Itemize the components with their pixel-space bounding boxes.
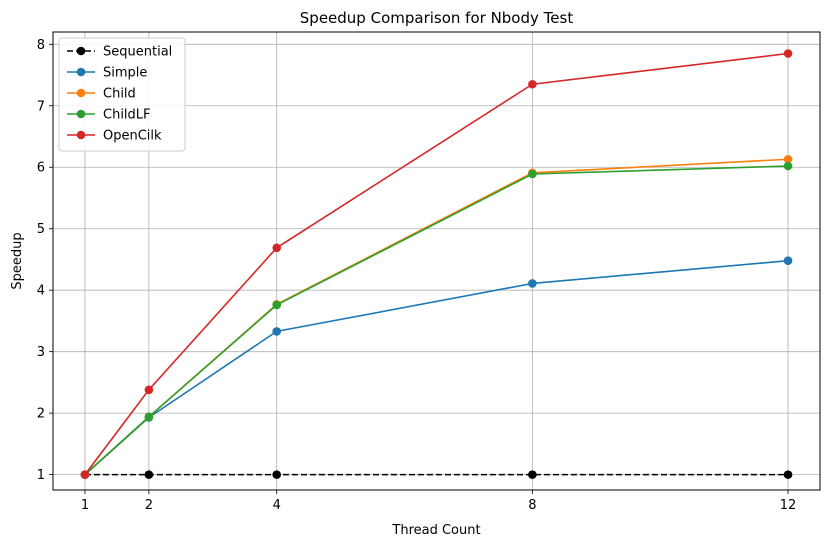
y-tick-label: 5 (37, 222, 45, 237)
data-point-opencilk (272, 243, 282, 253)
series-line-simple (84, 259, 789, 476)
legend-marker-opencilk (76, 130, 86, 140)
x-tick-label: 1 (81, 498, 89, 513)
y-tick-label: 6 (37, 161, 45, 176)
data-point-opencilk (783, 49, 793, 58)
x-tick-label: 8 (528, 498, 536, 513)
legend: Sequential Simple Child ChildLF OpenCilk (58, 37, 186, 152)
y-axis-label: Speedup (10, 232, 25, 289)
legend-marker-child (76, 88, 86, 98)
legend-marker-sequential (76, 46, 86, 56)
data-point-childlf (144, 412, 154, 422)
plot-frame (52, 31, 821, 491)
series-line-opencilk (84, 52, 789, 476)
data-point-sequential (528, 470, 537, 479)
legend-label-child: Child (103, 87, 136, 102)
legend-label-simple: Simple (103, 66, 147, 81)
data-point-childlf (272, 300, 282, 310)
data-point-simple (528, 279, 537, 288)
legend-label-childlf: ChildLF (103, 108, 151, 123)
x-tick-label: 12 (780, 498, 797, 513)
data-point-sequential (144, 470, 154, 479)
y-tick-label: 1 (37, 468, 45, 483)
data-point-sequential (783, 470, 793, 479)
legend-label-opencilk: OpenCilk (103, 129, 162, 144)
legend-marker-simple (76, 67, 86, 77)
data-point-sequential (272, 470, 282, 479)
legend-label-sequential: Sequential (103, 45, 172, 60)
y-tick-label: 7 (37, 99, 45, 114)
chart-title: Speedup Comparison for Nbody Test (300, 9, 574, 27)
y-tick-label: 3 (37, 345, 45, 360)
data-point-opencilk (80, 470, 90, 479)
legend-marker-childlf (76, 109, 86, 119)
x-axis-label: Thread Count (391, 523, 480, 538)
series-line-childlf (84, 165, 789, 476)
series-line-child (84, 158, 789, 476)
series-lines (80, 49, 793, 479)
y-tick-label: 8 (37, 38, 45, 53)
data-point-opencilk (528, 79, 537, 89)
x-tick-label: 4 (273, 498, 281, 513)
data-point-simple (783, 256, 793, 265)
y-tick-label: 2 (37, 407, 45, 422)
legend-box (58, 37, 186, 152)
x-tick-label: 2 (145, 498, 153, 513)
y-tick-label: 4 (37, 284, 45, 299)
data-point-opencilk (144, 385, 154, 395)
data-point-childlf (783, 161, 793, 171)
data-point-simple (272, 327, 282, 336)
data-point-childlf (528, 169, 537, 179)
data-point-child (783, 154, 793, 164)
